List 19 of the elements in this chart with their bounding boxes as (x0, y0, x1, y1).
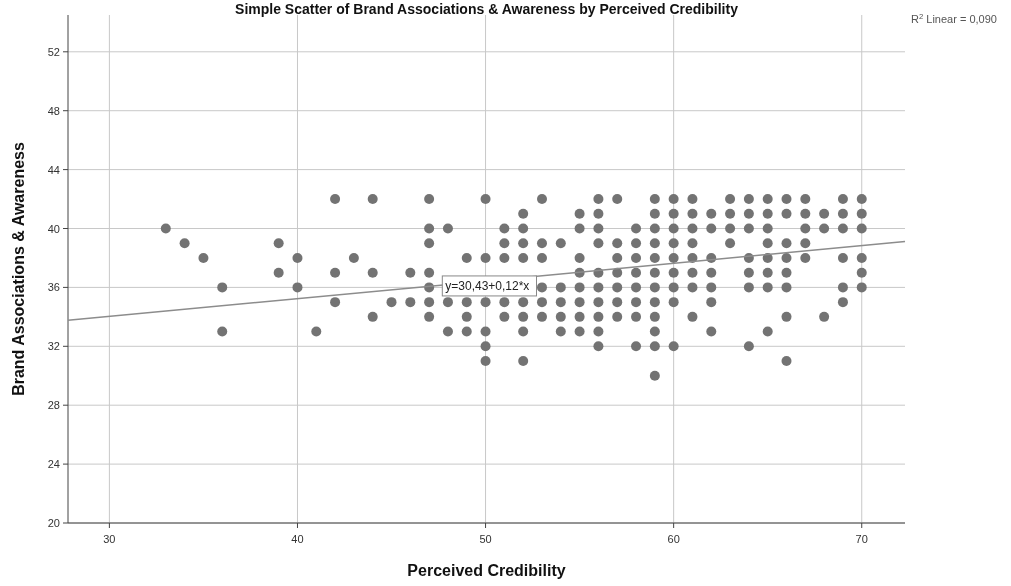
y-tick-label: 28 (47, 399, 60, 412)
x-tick-label: 50 (479, 533, 492, 545)
x-tick-label: 30 (103, 533, 116, 545)
y-tick-label: 20 (47, 517, 60, 529)
y-tick-label: 52 (47, 45, 60, 58)
text: R$^{2}$ Linear = 0,090 (911, 11, 997, 25)
x-axis-title: Perceived Credibility (407, 562, 566, 579)
y-tick-label: 32 (47, 340, 60, 353)
y-tick-label: 36 (47, 281, 60, 294)
y-axis-title: Brand Associations & Awareness (10, 142, 27, 396)
x-tick-label: 70 (855, 533, 868, 545)
y-tick-label: 24 (47, 458, 60, 471)
x-tick-label: 60 (667, 533, 680, 545)
annotation: y=30,43+0,12*x (445, 279, 530, 294)
y-tick-label: 40 (47, 222, 60, 235)
chart-title: Simple Scatter of Brand Associations & Awareness by Perceived Credibility (235, 1, 739, 17)
y-tick-label: 48 (47, 104, 60, 117)
y-tick-label: 44 (47, 163, 60, 176)
x-tick-label: 40 (291, 533, 304, 545)
